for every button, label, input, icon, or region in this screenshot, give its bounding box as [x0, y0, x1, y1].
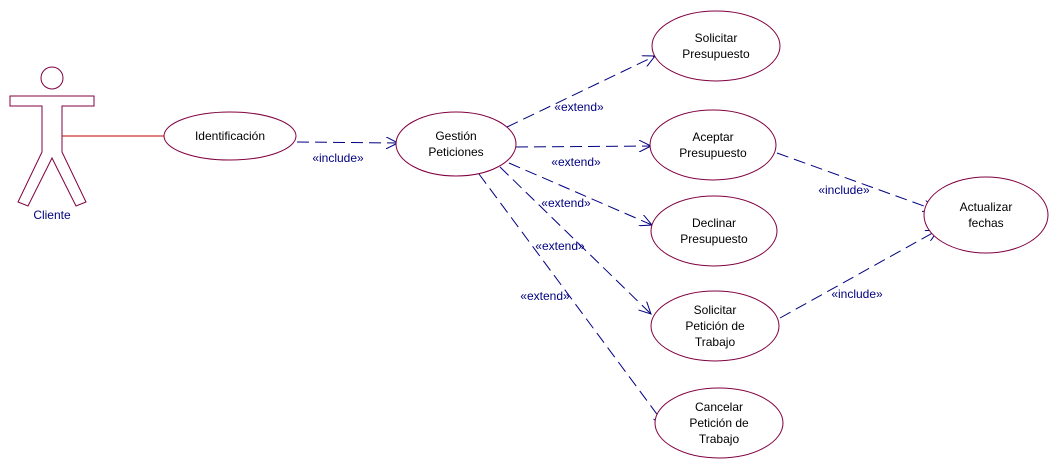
include-arrow-identificacion-gestion: [296, 142, 398, 143]
extend-arrow-solicitar-presupuesto: [506, 56, 655, 128]
actor-cliente[interactable]: Cliente: [9, 66, 95, 222]
use-case-label: Solicitar Petición de Trabajo: [685, 303, 745, 349]
use-case-label-line: Identificación: [195, 129, 265, 143]
extend-arrow-cancelar-peticion: [478, 173, 665, 425]
use-case-label-line: Presupuesto: [679, 146, 747, 160]
use-case-declinar-presupuesto[interactable]: Declinar Presupuesto: [650, 195, 778, 267]
use-case-label: Aceptar Presupuesto: [679, 130, 747, 160]
include-arrow-aceptar-actualizar: [776, 152, 935, 210]
use-case-label: Declinar Presupuesto: [680, 216, 748, 246]
extend-label: «extend»: [535, 239, 585, 253]
use-case-label: Cancelar Petición de Trabajo: [689, 400, 749, 446]
use-case-aceptar-presupuesto[interactable]: Aceptar Presupuesto: [649, 109, 777, 181]
use-case-solicitar-peticion[interactable]: Solicitar Petición de Trabajo: [650, 290, 780, 362]
use-case-label-line: Aceptar: [692, 130, 733, 144]
actor-label: Cliente: [33, 208, 71, 222]
extend-arrow-aceptar-presupuesto: [515, 146, 651, 147]
use-case-label-line: Presupuesto: [682, 47, 750, 61]
use-case-label-line: Trabajo: [695, 335, 736, 349]
include-arrow-solicitar-actualizar: [779, 230, 938, 319]
use-case-label-line: Actualizar: [960, 200, 1013, 214]
use-case-cancelar-peticion[interactable]: Cancelar Petición de Trabajo: [654, 387, 784, 459]
extend-label: «extend»: [520, 289, 570, 303]
use-case-label-line: Petición de: [689, 416, 749, 430]
use-case-label-line: Solicitar: [694, 303, 737, 317]
use-case-label-line: Trabajo: [699, 432, 740, 446]
use-case-actualizar-fechas[interactable]: Actualizar fechas: [923, 176, 1049, 254]
use-case-solicitar-presupuesto[interactable]: Solicitar Presupuesto: [651, 10, 781, 82]
use-case-label: Actualizar fechas: [960, 200, 1013, 230]
include-label: «include»: [818, 183, 870, 197]
use-case-label-line: Declinar: [692, 216, 736, 230]
include-label: «include»: [312, 151, 364, 165]
use-case-label-line: Solicitar: [695, 31, 738, 45]
use-case-gestion-peticiones[interactable]: Gestión Peticiones: [395, 111, 517, 177]
use-case-label: Gestión Peticiones: [428, 129, 483, 159]
use-case-label-line: Presupuesto: [680, 232, 748, 246]
use-case-label-line: Peticiones: [428, 145, 483, 159]
use-case-label-line: fechas: [968, 216, 1003, 230]
include-label: «include»: [831, 287, 883, 301]
extend-label: «extend»: [551, 155, 601, 169]
use-case-label-line: Petición de: [685, 319, 745, 333]
stick-figure-icon: [9, 66, 95, 207]
extend-arrow-declinar-presupuesto: [508, 162, 652, 225]
dependency-lines: [296, 56, 938, 425]
extend-label: «extend»: [554, 100, 604, 114]
use-case-label-line: Gestión: [435, 129, 476, 143]
use-case-identificacion[interactable]: Identificación: [163, 111, 297, 161]
use-case-label: Solicitar Presupuesto: [682, 31, 750, 61]
use-case-label-line: Cancelar: [695, 400, 743, 414]
extend-label: «extend»: [541, 196, 591, 210]
use-case-label: Identificación: [195, 129, 265, 143]
